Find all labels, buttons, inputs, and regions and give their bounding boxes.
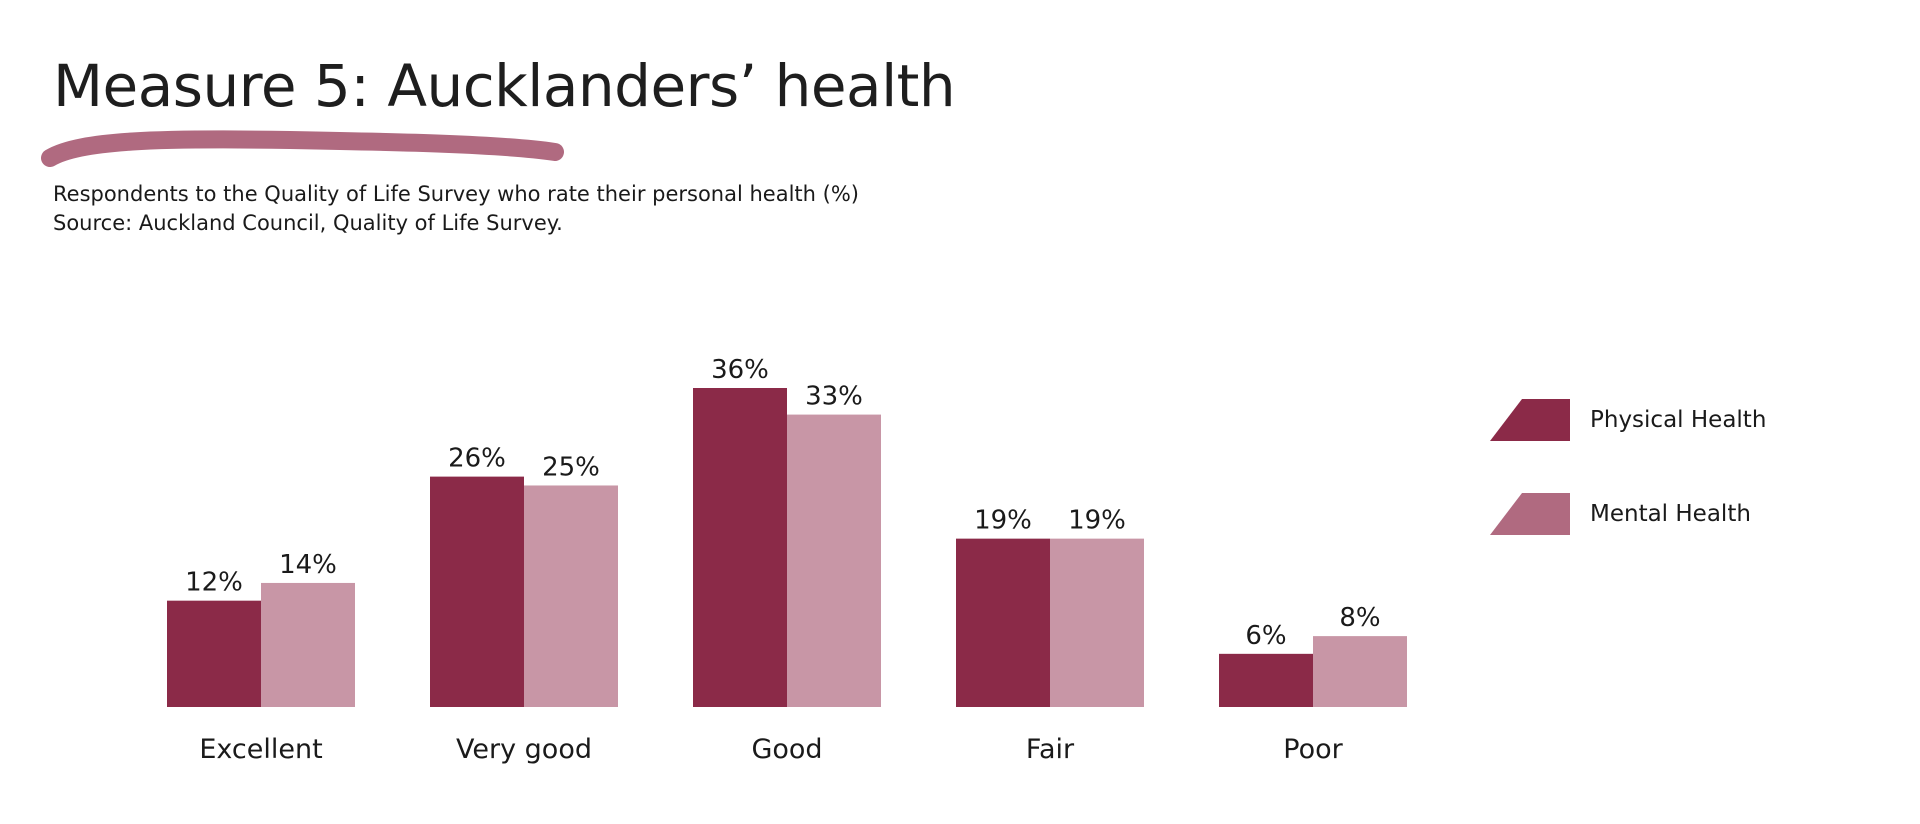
chart-legend: Physical Health Mental Health [1490,398,1766,586]
bar-mental-health-good [787,414,881,707]
data-label-physical-health-good: 36% [711,355,769,385]
subtitle-description: Respondents to the Quality of Life Surve… [53,182,859,206]
bar-mental-health-fair [1050,538,1144,707]
data-label-mental-health-very-good: 25% [542,452,600,482]
bar-physical-health-fair [956,538,1050,707]
data-label-physical-health-excellent: 12% [185,568,243,598]
legend-swatch-mental-icon [1490,493,1570,535]
category-label-fair: Fair [1026,734,1075,765]
bar-physical-health-excellent [167,600,261,707]
data-label-physical-health-very-good: 26% [448,444,506,474]
data-label-mental-health-poor: 8% [1339,603,1380,633]
bar-chart: 12% 14% Excellent 26% 25% Very good 36% 33% Good… [167,355,1407,765]
bar-physical-health-poor [1219,653,1313,707]
data-label-mental-health-excellent: 14% [279,550,337,580]
bar-mental-health-excellent [261,582,355,707]
legend-swatch-physical-icon [1490,399,1570,441]
bar-mental-health-poor [1313,636,1407,707]
bar-physical-health-very-good [430,476,524,707]
legend-item-physical-health: Physical Health [1490,398,1766,442]
title-underline [41,130,564,167]
category-label-very-good: Very good [456,734,592,765]
legend-label-mental-health: Mental Health [1590,501,1751,527]
category-label-poor: Poor [1283,734,1343,765]
chart-subtitle: Respondents to the Quality of Life Surve… [53,180,859,238]
legend-item-mental-health: Mental Health [1490,492,1766,536]
data-label-physical-health-poor: 6% [1245,621,1286,651]
bar-physical-health-good [693,388,787,707]
page-title: Measure 5: Aucklanders’ health [53,52,956,120]
category-label-good: Good [751,734,822,765]
legend-label-physical-health: Physical Health [1590,407,1767,433]
bar-mental-health-very-good [524,485,618,707]
data-label-physical-health-fair: 19% [974,506,1032,536]
data-label-mental-health-fair: 19% [1068,506,1126,536]
subtitle-source: Source: Auckland Council, Quality of Lif… [53,211,563,235]
category-label-excellent: Excellent [199,734,322,765]
data-label-mental-health-good: 33% [805,382,863,412]
